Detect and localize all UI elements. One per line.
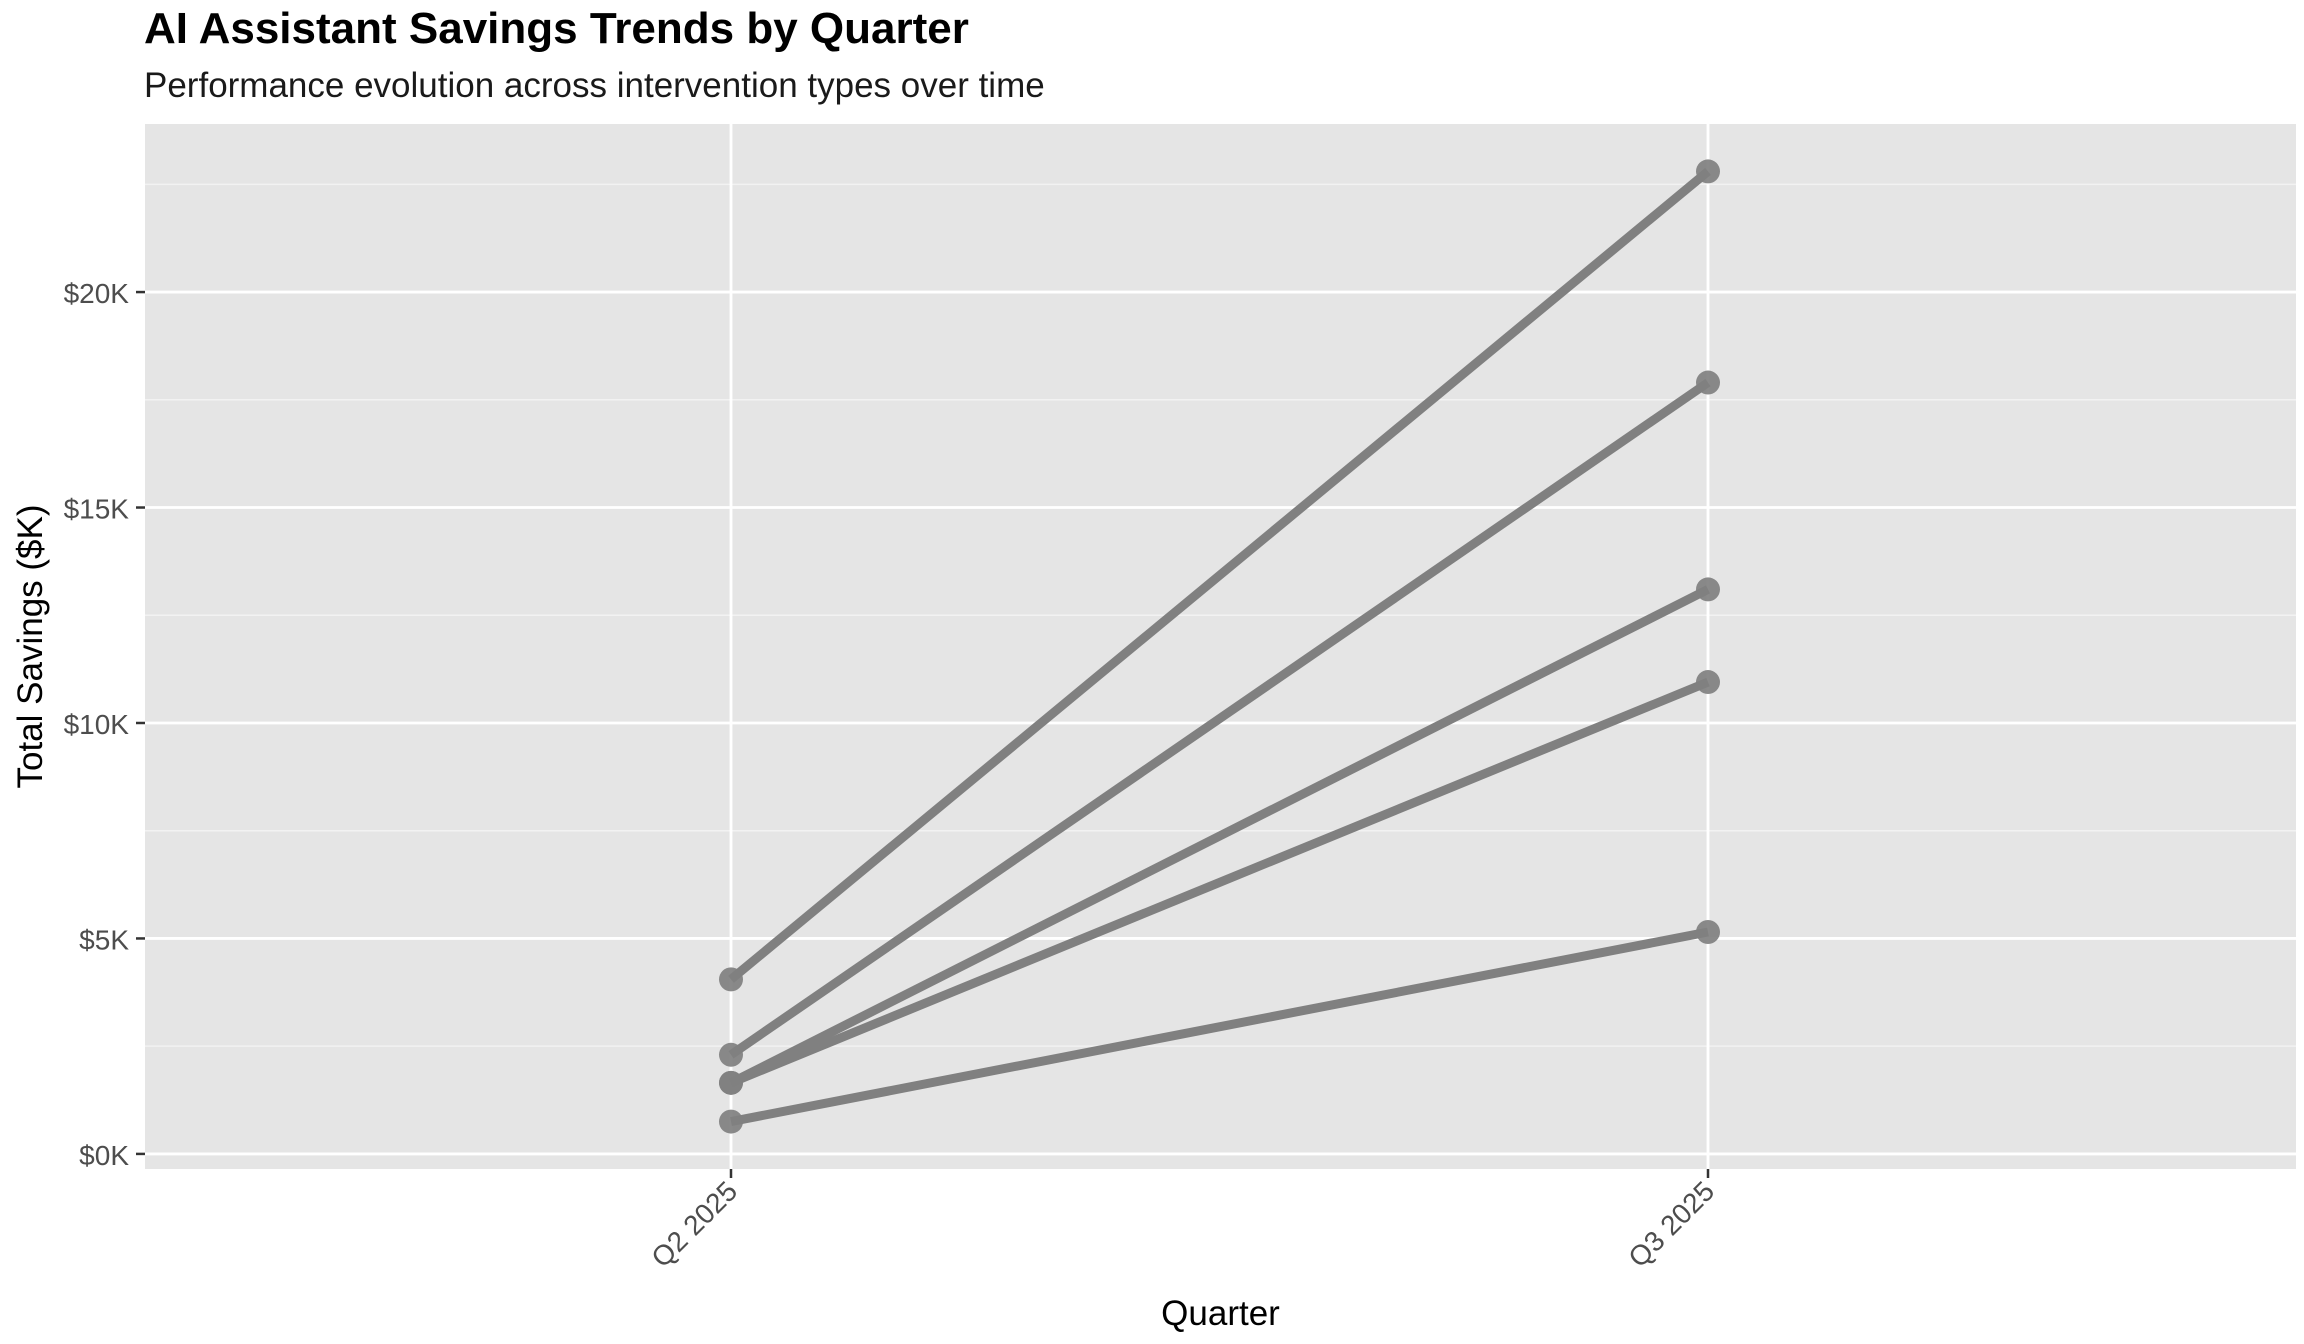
plot-panel (145, 124, 2296, 1169)
x-tick-label: Q3 2025 (1622, 1175, 1720, 1273)
x-axis-title: Quarter (1161, 1294, 1280, 1333)
data-point-s4-2 (1696, 670, 1720, 695)
grid-minor (145, 183, 2296, 1047)
chart-title: AI Assistant Savings Trends by Quarter (144, 4, 969, 53)
y-tick-label: $0K (79, 1140, 129, 1171)
y-tick-label: $5K (79, 924, 129, 955)
series-line-1 (728, 167, 1711, 983)
series-line-5 (730, 927, 1709, 1127)
x-axis: Q2 2025 Q3 2025 (645, 1169, 1720, 1273)
data-point-s2-1 (719, 1042, 743, 1067)
series-line-3 (728, 585, 1711, 1087)
chart-subtitle: Performance evolution across interventio… (144, 66, 1045, 105)
data-point-s1-1 (719, 967, 743, 992)
y-tick-label: $10K (64, 709, 130, 740)
series-line-4 (729, 677, 1710, 1087)
y-axis-title: Total Savings ($K) (11, 504, 50, 788)
series-line-2 (728, 378, 1711, 1059)
series-points (719, 159, 1720, 1134)
y-tick-label: $20K (64, 278, 130, 309)
series-lines (728, 167, 1711, 1127)
data-point-s1-2 (1696, 159, 1720, 184)
y-axis: $0K $5K $10K $15K $20K (64, 278, 145, 1171)
data-point-s5-1 (719, 1109, 743, 1134)
data-point-s2-2 (1696, 370, 1720, 395)
data-point-s4-1 (719, 1070, 743, 1095)
data-point-s5-2 (1696, 919, 1720, 944)
data-point-s3-2 (1696, 577, 1720, 602)
y-tick-label: $15K (64, 494, 130, 525)
x-tick-label: Q2 2025 (645, 1175, 743, 1273)
